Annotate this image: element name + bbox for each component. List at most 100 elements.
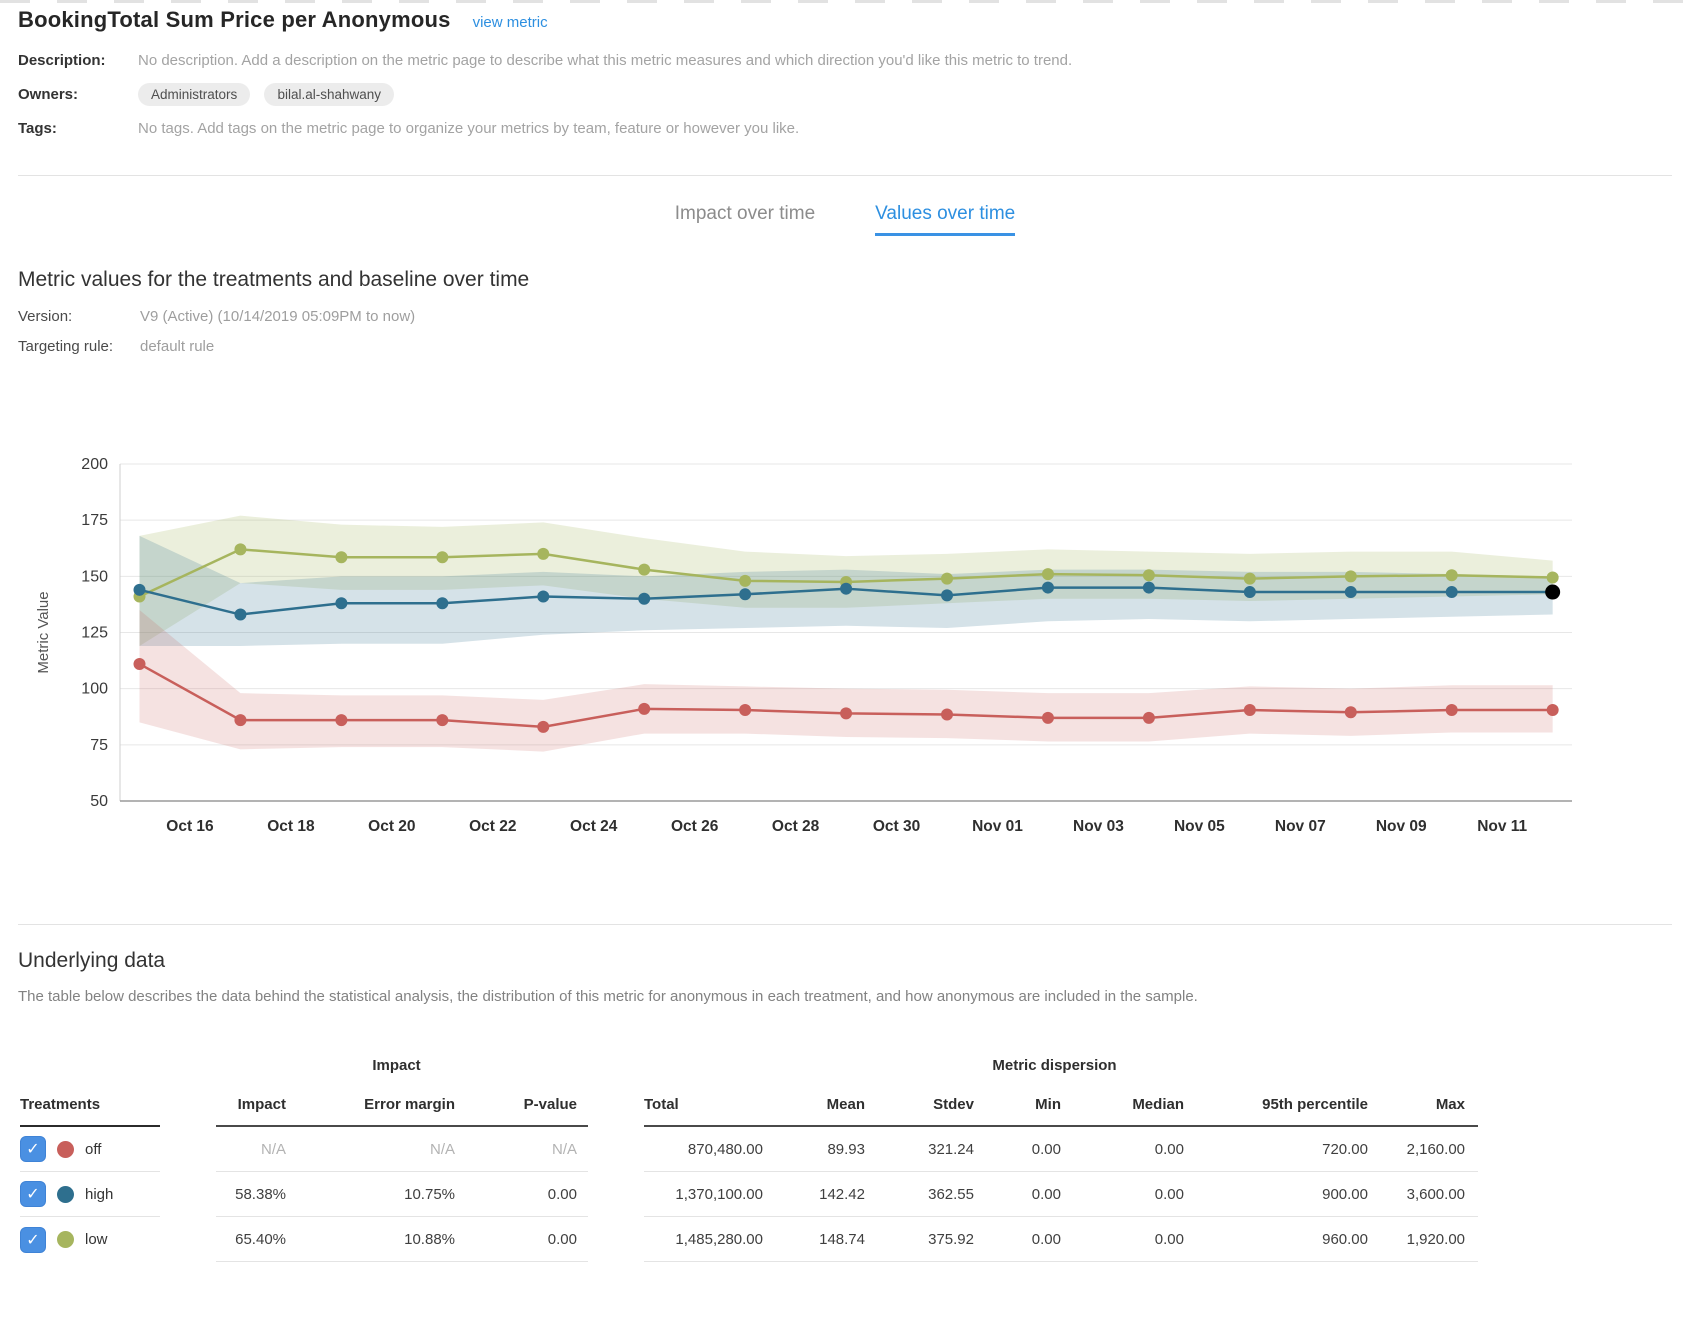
col-header-mean: Mean [826, 1095, 865, 1113]
series-off-point [1546, 704, 1559, 717]
chart-tabs: Impact over time Values over time [0, 203, 1690, 236]
owners-pills: Administrators bilal.al-shahwany [138, 83, 404, 106]
treatment-label: high [85, 1185, 114, 1203]
x-tick-label: Oct 18 [267, 818, 315, 835]
treatment-label: off [85, 1140, 102, 1158]
x-tick-label: Nov 01 [972, 818, 1023, 835]
x-tick-label: Oct 20 [368, 818, 415, 835]
col-header-impact: Impact [237, 1095, 286, 1113]
cell-stdev: 321.24 [928, 1140, 974, 1158]
tags-value: No tags. Add tags on the metric page to … [138, 120, 800, 137]
cell-max: 1,920.00 [1406, 1230, 1465, 1248]
cell-total: 1,485,280.00 [675, 1230, 763, 1248]
tags-row: Tags: No tags. Add tags on the metric pa… [18, 120, 1672, 137]
description-row: Description: No description. Add a descr… [18, 52, 1672, 69]
series-high-point [335, 597, 348, 610]
section-divider [18, 924, 1672, 925]
y-tick-label: 200 [81, 456, 108, 473]
series-high-point [436, 597, 449, 610]
owners-label: Owners: [18, 86, 79, 103]
col-header-error-margin: Error margin [364, 1095, 455, 1113]
cell-impact: 65.40% [235, 1230, 286, 1248]
y-tick-label: 175 [81, 512, 108, 529]
series-off-point [234, 714, 247, 727]
cell-95th-percentile: 960.00 [1322, 1230, 1368, 1248]
treatment-row-high: ✓ high [20, 1172, 160, 1217]
cell-error-margin: 10.75% [404, 1185, 455, 1203]
series-low-point [1445, 569, 1458, 582]
tags-label: Tags: [18, 120, 57, 137]
x-tick-label: Oct 30 [873, 818, 920, 835]
y-tick-label: 100 [81, 681, 108, 698]
series-off-point [1041, 711, 1054, 724]
cell-median: 0.00 [1154, 1140, 1184, 1158]
series-low-point [1041, 568, 1054, 581]
tab-values-over-time[interactable]: Values over time [875, 203, 1016, 236]
cell-stdev: 375.92 [928, 1230, 974, 1248]
table-column-header-row: Treatments Impact Error margin P-value T… [20, 1083, 1690, 1127]
treatment-row-off: ✓ off [20, 1127, 160, 1172]
series-high-point [234, 608, 247, 621]
cell-95th-percentile: 900.00 [1322, 1185, 1368, 1203]
x-tick-label: Nov 11 [1477, 818, 1527, 835]
series-off-band [139, 610, 1553, 752]
owners-row: Owners: Administrators bilal.al-shahwany [18, 83, 1672, 106]
cell-error-margin: 10.88% [404, 1230, 455, 1248]
treatment-row-low: ✓ low [20, 1217, 160, 1262]
cell-min: 0.00 [1031, 1140, 1061, 1158]
series-high-point [1041, 581, 1054, 594]
cell-min: 0.00 [1031, 1230, 1061, 1248]
targeting-rule-row: Targeting rule: default rule [18, 338, 1672, 355]
col-header-max: Max [1435, 1095, 1465, 1113]
x-tick-label: Oct 22 [469, 818, 516, 835]
y-tick-label: 75 [90, 737, 108, 754]
col-header-total: Total [644, 1095, 679, 1113]
view-metric-link[interactable]: view metric [472, 14, 548, 31]
underlying-data-description: The table below describes the data behin… [18, 988, 1198, 1005]
series-off-point [1243, 704, 1256, 717]
col-header-min: Min [1035, 1095, 1061, 1113]
series-high-point [537, 590, 550, 603]
version-value: V9 (Active) (10/14/2019 05:09PM to now) [140, 308, 416, 325]
cell-impact: N/A [260, 1140, 286, 1158]
series-high-point [840, 582, 853, 595]
series-off-point [537, 720, 550, 733]
cell-p-value: 0.00 [547, 1230, 577, 1248]
table-row: ✓ off N/A N/A N/A 870,480.00 89.93 321.2… [20, 1127, 1690, 1172]
cell-mean: 142.42 [819, 1185, 865, 1203]
treatment-color-dot-off [57, 1140, 74, 1158]
page-title: BookingTotal Sum Price per Anonymous [18, 7, 451, 32]
owner-pill: Administrators [138, 83, 251, 106]
series-low-point [335, 551, 348, 564]
header-divider [18, 175, 1672, 176]
tab-impact-over-time[interactable]: Impact over time [674, 203, 816, 224]
col-header-p-value: P-value [523, 1095, 577, 1113]
series-low-point [234, 543, 247, 556]
underlying-data-table: Impact Metric dispersion Treatments Impa… [20, 1047, 1690, 1262]
col-header-stdev: Stdev [933, 1095, 974, 1113]
targeting-rule-label: Targeting rule: [18, 338, 114, 355]
y-tick-label: 125 [81, 625, 108, 642]
series-low-point [1142, 569, 1155, 582]
y-tick-label: 50 [90, 793, 108, 810]
treatment-checkbox-low[interactable]: ✓ [20, 1226, 46, 1253]
version-row: Version: V9 (Active) (10/14/2019 05:09PM… [18, 308, 1672, 325]
series-low-point [1546, 571, 1559, 584]
series-high-point [1344, 586, 1357, 599]
table-row: ✓ high 58.38% 10.75% 0.00 1,370,100.00 1… [20, 1172, 1690, 1217]
series-high-point [1445, 586, 1458, 599]
series-low-point [436, 551, 449, 564]
series-off-point [1142, 711, 1155, 724]
header: BookingTotal Sum Price per Anonymous vie… [18, 7, 1672, 33]
cell-p-value: N/A [551, 1140, 577, 1158]
description-label: Description: [18, 52, 106, 69]
treatment-checkbox-off[interactable]: ✓ [20, 1136, 46, 1162]
description-value: No description. Add a description on the… [138, 52, 1073, 69]
series-off-point [941, 708, 954, 721]
cell-max: 3,600.00 [1406, 1185, 1465, 1203]
treatment-checkbox-high[interactable]: ✓ [20, 1181, 46, 1207]
metric-dispersion-group-header: Metric dispersion [992, 1056, 1117, 1074]
cell-median: 0.00 [1154, 1230, 1184, 1248]
series-low-point [1344, 570, 1357, 583]
